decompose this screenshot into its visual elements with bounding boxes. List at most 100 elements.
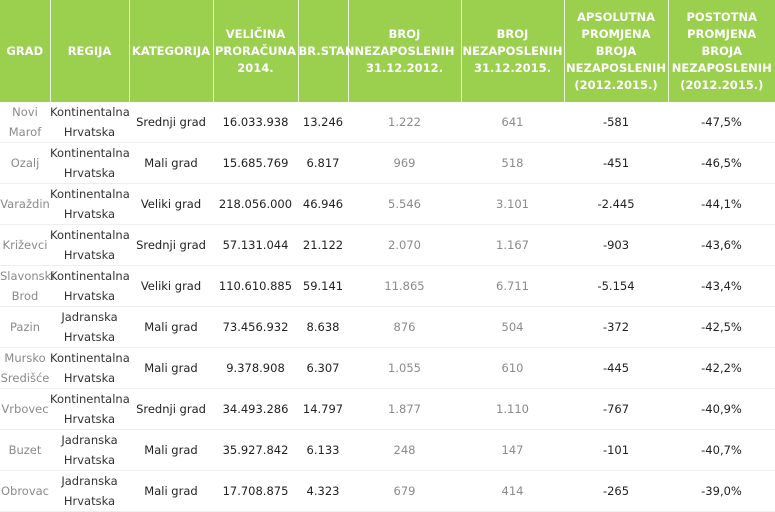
- cell-apsolutna-promjena: -101: [564, 429, 668, 471]
- cell-br-stan: 6.817: [298, 142, 348, 184]
- cell-velicina-proracuna: 34.493.286: [213, 388, 298, 430]
- cell-nezaposleni-2012: 11.865: [348, 265, 461, 307]
- cell-velicina-proracuna: 218.056.000: [213, 183, 298, 225]
- cell-grad: Obrovac: [0, 470, 50, 512]
- cell-grad: Varaždin: [0, 183, 50, 225]
- cell-nezaposleni-2015: 504: [461, 306, 564, 348]
- cell-regija: Jadranska Hrvatska: [50, 470, 129, 512]
- cell-regija: Kontinentalna Hrvatska: [50, 347, 130, 389]
- cell-velicina-proracuna: 110.610.885: [213, 265, 298, 307]
- cell-regija: Kontinentalna Hrvatska: [50, 142, 130, 184]
- cell-br-stan: 46.946: [298, 183, 348, 225]
- header-apsolutna-promjena: APSOLUTNA PROMJENA BROJA NEZAPOSLENIH (2…: [564, 0, 669, 102]
- cell-nezaposleni-2015: 1.110: [461, 388, 564, 430]
- table-row: Novi Marof Kontinentalna Hrvatska Srednji …: [0, 102, 775, 143]
- cell-nezaposleni-2015: 414: [461, 470, 564, 512]
- cell-velicina-proracuna: 15.685.769: [213, 142, 298, 184]
- header-row: GRAD REGIJA KATEGORIJA VELIČINA PRORAČUN…: [0, 0, 775, 102]
- cell-grad: Buzet: [0, 429, 50, 471]
- cell-nezaposleni-2015: 641: [461, 102, 564, 143]
- cell-grad: Pazin: [0, 306, 50, 348]
- cell-velicina-proracuna: 73.456.932: [213, 306, 298, 348]
- cell-regija: Kontinentalna Hrvatska: [50, 102, 130, 143]
- cell-br-stan: 6.133: [298, 429, 348, 471]
- cell-postotna-promjena: -40,9%: [668, 388, 775, 430]
- cell-br-stan: 4.323: [298, 470, 348, 512]
- cell-apsolutna-promjena: -903: [564, 224, 668, 266]
- cell-kategorija: Srednji grad: [129, 388, 213, 430]
- table-body: Novi Marof Kontinentalna Hrvatska Srednji …: [0, 102, 775, 512]
- cell-apsolutna-promjena: -581: [564, 102, 668, 143]
- cell-postotna-promjena: -43,6%: [668, 224, 775, 266]
- cell-grad: Ozalj: [0, 142, 50, 184]
- header-grad: GRAD: [0, 0, 51, 102]
- cell-velicina-proracuna: 16.033.938: [213, 102, 298, 143]
- cell-velicina-proracuna: 57.131.044: [213, 224, 298, 266]
- cell-kategorija: Veliki grad: [129, 265, 213, 307]
- table-row: Ozalj Kontinentalna Hrvatska Mali grad 15.6…: [0, 142, 775, 184]
- cell-postotna-promjena: -46,5%: [668, 142, 775, 184]
- cell-postotna-promjena: -40,7%: [668, 429, 775, 471]
- table-header: GRAD REGIJA KATEGORIJA VELIČINA PRORAČUN…: [0, 0, 775, 102]
- table-row: Mursko Središće Kontinentalna Hrvatska Mal…: [0, 347, 775, 389]
- table-row: Križevci Kontinentalna Hrvatska Srednji gr…: [0, 224, 775, 266]
- cell-velicina-proracuna: 35.927.842: [213, 429, 298, 471]
- cell-apsolutna-promjena: -265: [564, 470, 668, 512]
- cell-nezaposleni-2012: 2.070: [348, 224, 461, 266]
- cell-nezaposleni-2015: 3.101: [461, 183, 564, 225]
- cell-velicina-proracuna: 17.708.875: [213, 470, 298, 512]
- cell-br-stan: 8.638: [298, 306, 348, 348]
- cell-regija: Kontinentalna Hrvatska: [50, 183, 130, 225]
- cell-grad: Križevci: [0, 224, 50, 266]
- cell-regija: Kontinentalna Hrvatska: [50, 388, 130, 430]
- cell-grad: Slavonski Brod: [0, 265, 55, 307]
- cell-velicina-proracuna: 9.378.908: [213, 347, 298, 389]
- cell-grad: Mursko Središće: [0, 347, 50, 389]
- table-row: Varaždin Kontinentalna Hrvatska Veliki gra…: [0, 183, 775, 225]
- cell-nezaposleni-2012: 5.546: [348, 183, 461, 225]
- header-br-stan: BR.STAN: [298, 0, 354, 102]
- cell-kategorija: Veliki grad: [129, 183, 213, 225]
- header-postotna-promjena: POSTOTNA PROMJENA BROJA NEZAPOSLENIH (20…: [668, 0, 775, 102]
- cell-postotna-promjena: -44,1%: [668, 183, 775, 225]
- cell-grad: Vrbovec: [0, 388, 50, 430]
- cell-apsolutna-promjena: -5.154: [564, 265, 668, 307]
- table-row: Obrovac Jadranska Hrvatska Mali grad 17.708…: [0, 470, 775, 512]
- cell-nezaposleni-2012: 248: [348, 429, 461, 471]
- cell-nezaposleni-2012: 1.055: [348, 347, 461, 389]
- cell-nezaposleni-2012: 679: [348, 470, 461, 512]
- cell-br-stan: 21.122: [298, 224, 348, 266]
- table-row: Pazin Jadranska Hrvatska Mali grad 73.456.9…: [0, 306, 775, 348]
- cell-nezaposleni-2015: 147: [461, 429, 564, 471]
- cell-kategorija: Mali grad: [129, 429, 213, 471]
- cell-nezaposleni-2012: 876: [348, 306, 461, 348]
- cell-nezaposleni-2012: 1.877: [348, 388, 461, 430]
- header-kategorija: KATEGORIJA: [129, 0, 214, 102]
- cell-postotna-promjena: -47,5%: [668, 102, 775, 143]
- cell-regija: Jadranska Hrvatska: [50, 429, 129, 471]
- cell-nezaposleni-2015: 6.711: [461, 265, 564, 307]
- cell-regija: Jadranska Hrvatska: [50, 306, 129, 348]
- cell-postotna-promjena: -42,5%: [668, 306, 775, 348]
- cell-nezaposleni-2012: 1.222: [348, 102, 461, 143]
- header-nezaposleni-2012: BROJ NEZAPOSLENIH 31.12.2012.: [348, 0, 462, 102]
- cell-nezaposleni-2012: 969: [348, 142, 461, 184]
- cell-apsolutna-promjena: -445: [564, 347, 668, 389]
- cell-postotna-promjena: -43,4%: [668, 265, 775, 307]
- cell-br-stan: 13.246: [298, 102, 348, 143]
- table-row: Vrbovec Kontinentalna Hrvatska Srednji gra…: [0, 388, 775, 430]
- cell-kategorija: Srednji grad: [129, 102, 213, 143]
- cell-nezaposleni-2015: 518: [461, 142, 564, 184]
- cell-kategorija: Mali grad: [129, 142, 213, 184]
- cell-apsolutna-promjena: -451: [564, 142, 668, 184]
- cell-nezaposleni-2015: 610: [461, 347, 564, 389]
- cell-postotna-promjena: -42,2%: [668, 347, 775, 389]
- header-nezaposleni-2015: BROJ NEZAPOSLENIH 31.12.2015.: [461, 0, 565, 102]
- cell-br-stan: 14.797: [298, 388, 348, 430]
- cell-br-stan: 6.307: [298, 347, 348, 389]
- cell-regija: Kontinentalna Hrvatska: [50, 224, 130, 266]
- cell-nezaposleni-2015: 1.167: [461, 224, 564, 266]
- cell-kategorija: Mali grad: [129, 347, 213, 389]
- cell-kategorija: Srednji grad: [129, 224, 213, 266]
